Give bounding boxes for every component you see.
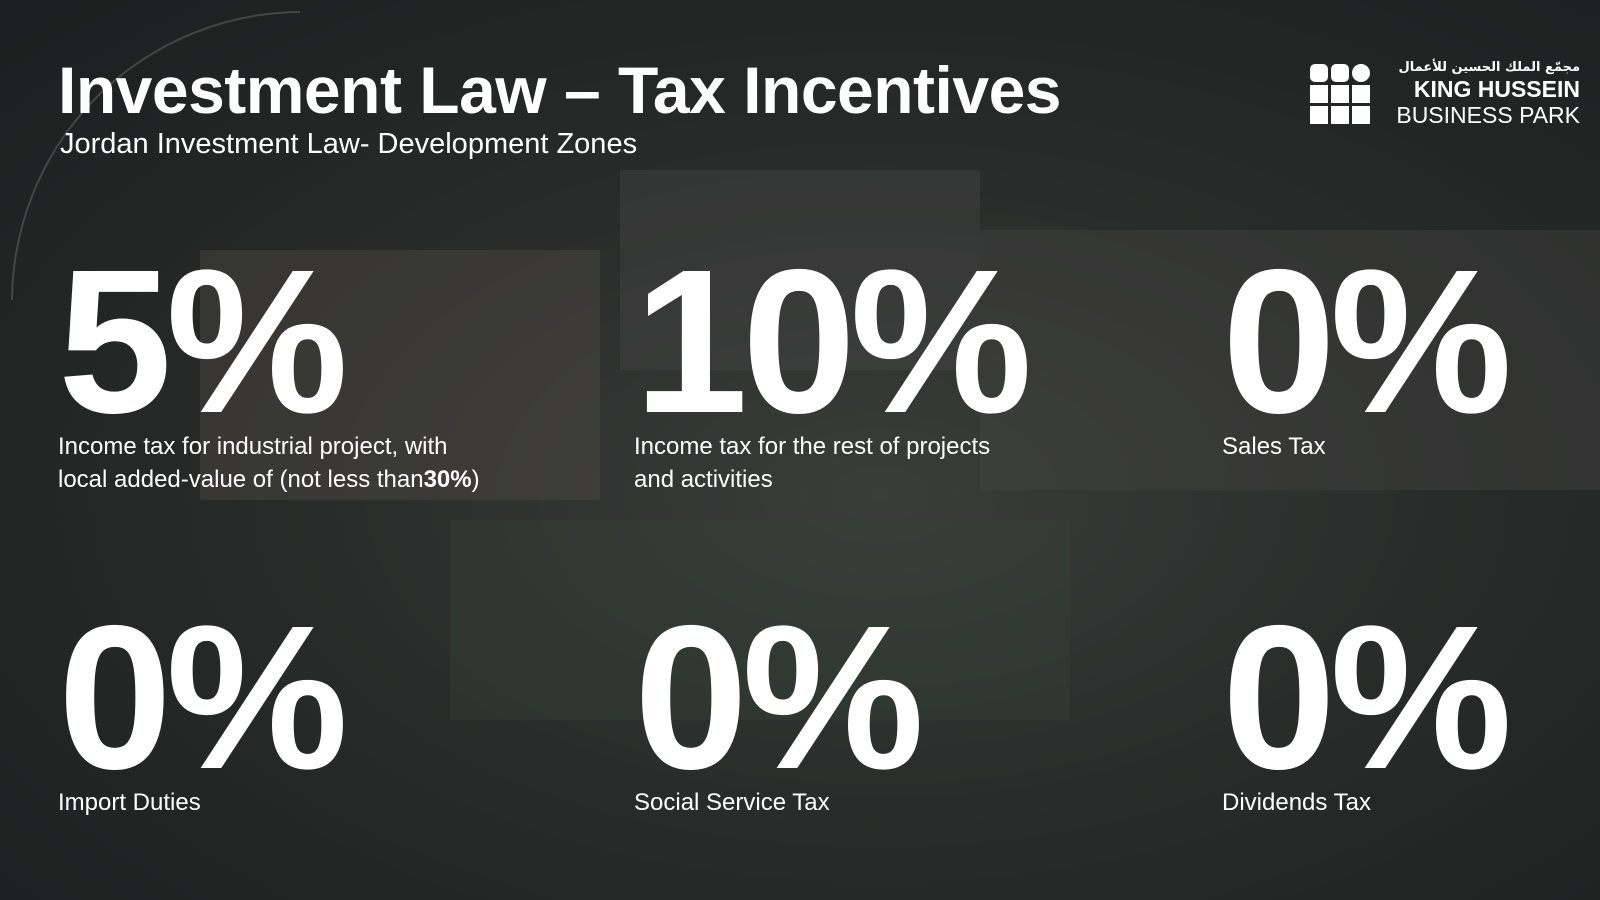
description-line: Import Duties: [58, 786, 578, 819]
description-line: Income tax for the rest of projects: [634, 430, 1154, 463]
incentive: 0% Sales Tax: [1222, 227, 1600, 463]
description-line: and activities: [634, 463, 1154, 496]
incentive: 10% Income tax for the rest of projects an…: [634, 227, 1154, 496]
incentive-value: 0%: [1222, 583, 1512, 812]
description-line: local added-value of (not less than30%): [58, 463, 578, 496]
logo: مجمّع الملك الحسين للأعمال KING HUSSEIN …: [1310, 60, 1580, 128]
description-line: Social Service Tax: [634, 786, 1154, 819]
title: Investment Law – Tax Incentives: [58, 53, 1062, 127]
description-text: Dividends Tax: [1222, 789, 1371, 816]
subtitle: Jordan Investment Law- Development Zones: [60, 128, 638, 160]
background-building: [980, 230, 1600, 490]
incentive: 5% Income tax for industrial project, wit…: [58, 227, 578, 496]
description-text: Social Service Tax: [634, 789, 830, 816]
description-text: local added-value of (not less than: [58, 466, 424, 493]
description-text: Import Duties: [58, 789, 201, 816]
incentive-value: 0%: [634, 583, 924, 812]
logo-name: BUSINESS PARK: [1396, 102, 1580, 128]
description-text: Income tax for industrial project, with: [58, 433, 448, 460]
incentive: 0% Import Duties: [58, 583, 578, 819]
description-text: and activities: [634, 466, 773, 493]
description-text: Sales Tax: [1222, 433, 1326, 460]
incentive-description: Sales Tax: [1222, 430, 1600, 463]
logo-icon: [1310, 64, 1370, 124]
incentive-value: 10%: [634, 227, 1032, 456]
incentive-value: 5%: [58, 227, 348, 456]
logo-name: KING HUSSEIN: [1413, 76, 1580, 102]
incentive-description: Income tax for the rest of projects and a…: [634, 430, 1154, 496]
description-text: Income tax for the rest of projects: [634, 433, 991, 460]
background-building: [200, 250, 600, 500]
incentive: 0% Social Service Tax: [634, 583, 1154, 819]
description-line: Income tax for industrial project, with: [58, 430, 578, 463]
description-line: Dividends Tax: [1222, 786, 1600, 819]
description-line: Sales Tax: [1222, 430, 1600, 463]
background-plaza: [450, 520, 1070, 720]
incentive-description: Import Duties: [58, 786, 578, 819]
incentive-value: 0%: [58, 583, 348, 812]
description-emphasis: 30%: [423, 466, 472, 493]
background-arc: [11, 11, 301, 301]
logo-arabic: مجمّع الملك الحسين للأعمال: [1398, 60, 1580, 75]
incentive: 0% Dividends Tax: [1222, 583, 1600, 819]
incentive-description: Income tax for industrial project, with l…: [58, 430, 578, 496]
description-text: ): [471, 466, 480, 493]
background-building: [620, 170, 980, 370]
incentive-value: 0%: [1222, 227, 1512, 456]
incentive-description: Social Service Tax: [634, 786, 1154, 819]
incentive-description: Dividends Tax: [1222, 786, 1600, 819]
